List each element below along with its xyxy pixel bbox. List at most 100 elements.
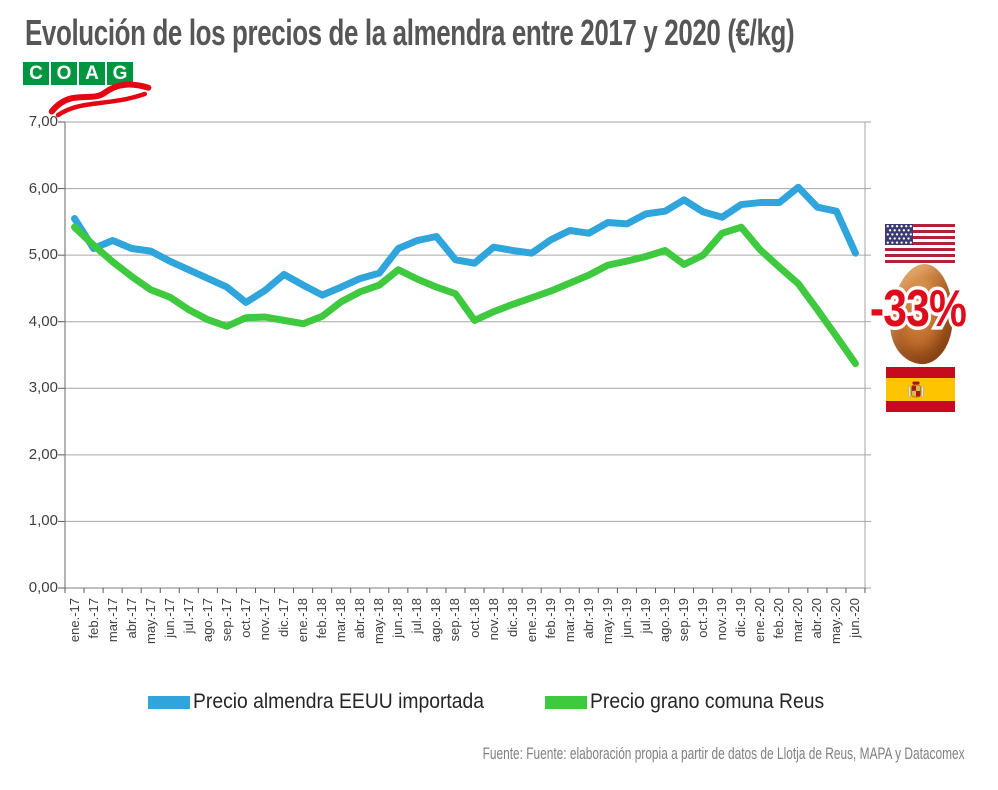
us-flag-star <box>909 241 912 244</box>
percent-change-badge: -33% -33% <box>866 280 971 339</box>
y-axis-label: 1,00 <box>28 512 58 530</box>
x-axis-label: sep.-19 <box>676 598 692 642</box>
us-flag-star <box>902 229 906 232</box>
us-flag-icon <box>885 224 955 263</box>
spain-flag-icon <box>886 367 955 412</box>
us-flag-star <box>891 225 894 228</box>
y-axis-label: 3,00 <box>28 379 58 397</box>
us-flag-star <box>888 237 892 240</box>
us-flag-star <box>895 233 899 236</box>
x-axis-label: oct.-19 <box>695 598 711 638</box>
legend-label-eeuu: Precio almendra EEUU importada <box>193 690 485 713</box>
us-flag-star <box>900 233 903 236</box>
legend-item-eeuu: Precio almendra EEUU importada <box>148 690 509 714</box>
us-flag-star <box>905 233 908 236</box>
x-axis-label: may.-20 <box>828 598 844 644</box>
y-axis-label: 5,00 <box>28 246 58 264</box>
x-axis-label: feb.-17 <box>85 598 101 639</box>
x-axis-label: abr.-17 <box>123 598 139 639</box>
us-flag-star <box>891 241 894 244</box>
percent-change-text: -33% <box>869 280 967 338</box>
x-axis-label: mar.-17 <box>104 598 120 643</box>
x-axis-label: ene.-18 <box>295 598 311 643</box>
us-flag-star <box>886 241 889 244</box>
us-flag-star <box>893 237 896 240</box>
x-axis-label: jun.-19 <box>618 598 634 638</box>
us-flag-star <box>888 229 892 232</box>
us-flag-star <box>907 229 910 232</box>
percent-change-outline: -33% <box>867 280 970 339</box>
x-axis-label: oct.-18 <box>466 598 482 638</box>
x-axis-label: ene.-17 <box>66 598 82 643</box>
us-flag-star <box>909 233 912 236</box>
y-axis-label: 2,00 <box>28 445 58 463</box>
x-axis-label: ene.-20 <box>752 598 768 643</box>
x-axis-label: dic.-19 <box>733 598 749 638</box>
x-axis-label: feb.-18 <box>314 598 330 639</box>
us-flag-star <box>900 241 903 244</box>
us-flag-star <box>907 237 910 240</box>
legend-label-reus: Precio grano comuna Reus <box>590 690 825 713</box>
y-axis-label: 6,00 <box>28 179 58 197</box>
legend-swatch-reus <box>545 695 587 709</box>
us-flag-star <box>905 225 908 228</box>
x-axis-label: ago.-18 <box>428 598 444 643</box>
us-flag-star <box>909 225 912 228</box>
page-title: Evolución de los precios de la almendra … <box>25 12 795 53</box>
x-axis-label: ago.-19 <box>657 598 672 643</box>
x-axis-label: feb.-19 <box>542 598 558 639</box>
spain-coat-of-arms <box>908 381 924 398</box>
x-axis-label: mar.-20 <box>790 598 806 643</box>
x-axis-label: sep.-17 <box>218 598 234 642</box>
x-axis-label: sep.-18 <box>447 598 463 642</box>
x-axis-label: mar.-19 <box>561 598 577 643</box>
x-axis-label: abr.-20 <box>809 598 825 639</box>
us-flag-star <box>886 233 889 236</box>
x-axis-label: jul.-18 <box>409 598 425 634</box>
x-axis-label: may.-19 <box>599 598 615 644</box>
x-axis-label: dic.-17 <box>276 598 292 638</box>
legend-swatch-eeuu <box>148 695 190 709</box>
us-flag-star <box>898 237 901 240</box>
us-flag-star <box>891 233 894 236</box>
y-axis-label: 0,00 <box>28 579 58 596</box>
us-flag-star <box>886 225 889 228</box>
x-axis-label: nov.-19 <box>714 598 730 641</box>
x-axis-label: may.-18 <box>371 598 387 644</box>
x-axis-label: nov.-17 <box>257 598 272 641</box>
y-axis-label: 4,00 <box>28 312 58 330</box>
x-axis-label: jul.-17 <box>180 598 196 634</box>
us-flag-star <box>893 229 896 232</box>
coag-signature-scribble-icon <box>48 81 152 118</box>
x-axis-label: jul.-19 <box>637 598 653 634</box>
coag-logo-letter-a: A <box>79 62 105 85</box>
x-axis-label: nov.-18 <box>485 598 501 641</box>
legend-item-reus: Precio grano comuna Reus <box>545 690 844 714</box>
x-axis-label: dic.-18 <box>504 598 520 638</box>
x-axis-label: oct.-17 <box>237 598 253 638</box>
us-flag-star <box>895 225 899 228</box>
series-line-eeuu <box>71 183 859 306</box>
x-axis-label: mar.-18 <box>333 598 349 643</box>
source-caption: Fuente: Fuente: elaboración propia a par… <box>482 744 965 763</box>
x-axis-label: may.-17 <box>142 598 158 644</box>
us-flag-star <box>898 229 901 232</box>
us-flag-star <box>902 237 906 240</box>
x-axis-label: jun.-18 <box>390 598 406 638</box>
coag-logo-letter-c: C <box>23 62 49 85</box>
x-axis-label: ene.-19 <box>523 598 539 643</box>
x-axis-label: jun.-17 <box>161 598 177 638</box>
us-flag-star <box>900 225 903 228</box>
x-axis-label: jun.-20 <box>847 598 863 638</box>
x-axis-label: abr.-18 <box>352 598 368 639</box>
coag-logo-letter-g: G <box>107 62 133 85</box>
y-axis-label: 7,00 <box>28 113 58 130</box>
x-axis-label: feb.-20 <box>771 598 787 639</box>
series-line-reus <box>71 223 859 368</box>
us-flag-star <box>905 241 908 244</box>
coag-logo-letter-o: O <box>51 62 77 85</box>
x-axis-label: ago.-17 <box>199 598 215 643</box>
